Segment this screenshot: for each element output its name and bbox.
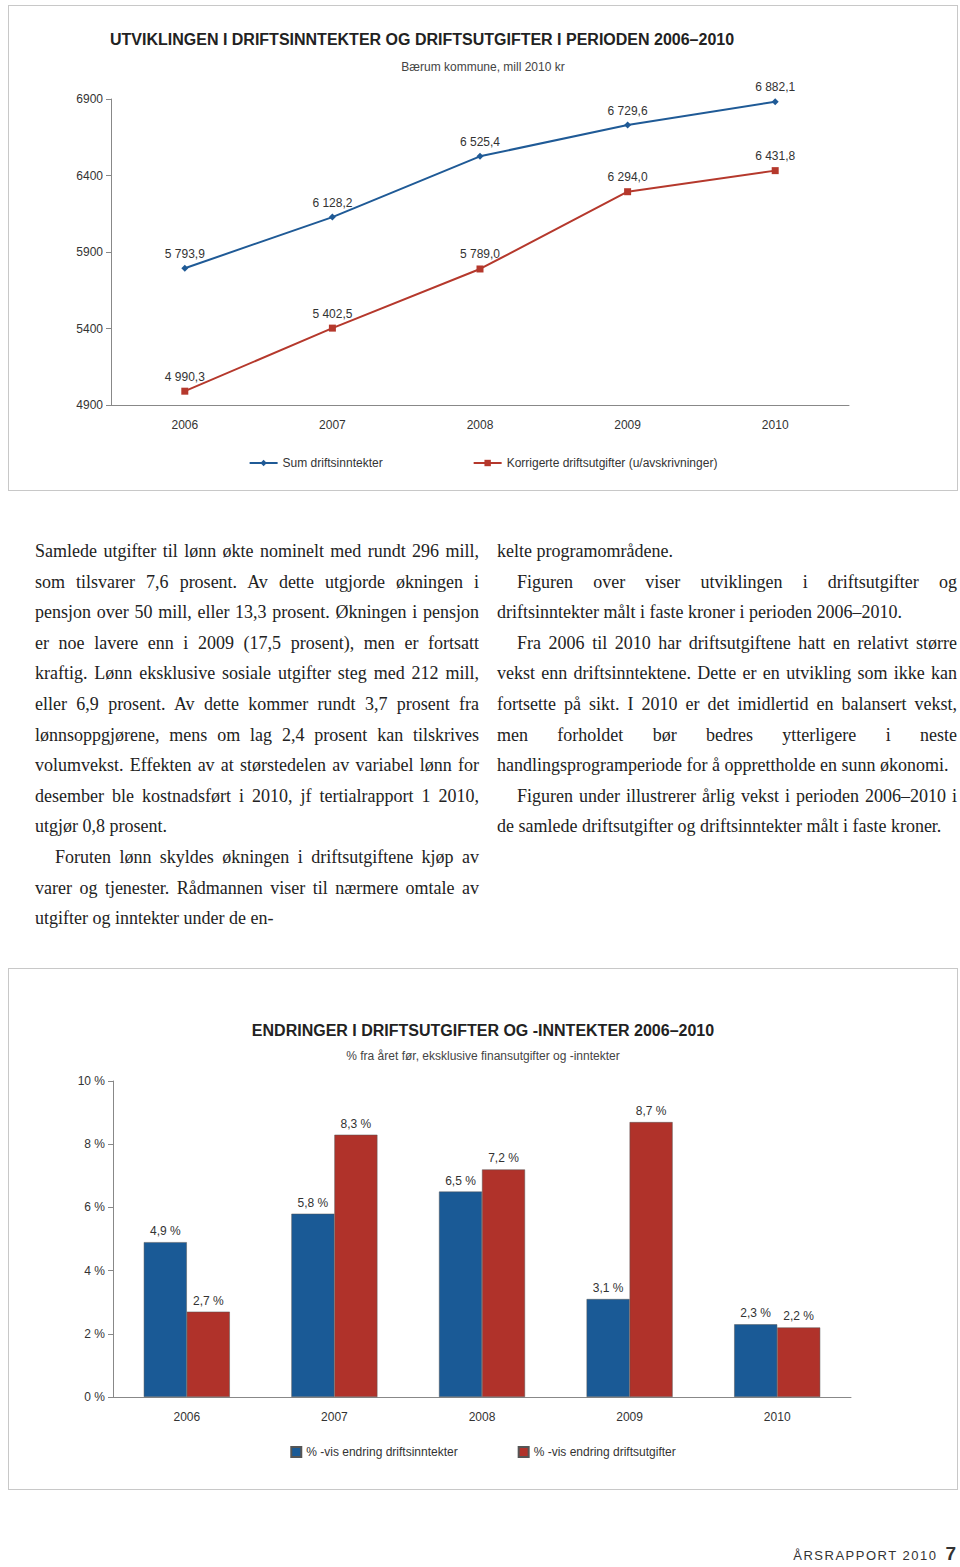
svg-text:6 729,6: 6 729,6	[608, 104, 648, 118]
html-text:kelte programområdene.: kelte programområdene.	[497, 541, 673, 561]
svg-text:2006: 2006	[171, 418, 198, 432]
svg-text:2,3 %: 2,3 %	[740, 1306, 771, 1320]
svg-text:8,7 %: 8,7 %	[636, 1104, 667, 1118]
svg-text:5 402,5: 5 402,5	[312, 307, 352, 321]
svg-text:% -vis endring driftsutgifter: % -vis endring driftsutgifter	[534, 1445, 676, 1459]
html-text:Samlede utgifter til lønn økte: Samlede utgifter til lønn økte nominelt …	[35, 541, 479, 837]
svg-text:Korrigerte driftsutgifter (u/a: Korrigerte driftsutgifter (u/avskrivning…	[507, 456, 718, 470]
html-text:Fra 2006 til 2010 har driftsut: Fra 2006 til 2010 har driftsutgiftene ha…	[497, 632, 957, 776]
svg-text:Sum driftsinntekter: Sum driftsinntekter	[283, 456, 383, 470]
svg-text:6 128,2: 6 128,2	[312, 196, 352, 210]
svg-text:7,2 %: 7,2 %	[488, 1151, 519, 1165]
svg-text:5900: 5900	[76, 245, 103, 259]
svg-text:10 %: 10 %	[78, 1074, 106, 1088]
svg-text:5 793,9: 5 793,9	[165, 247, 205, 261]
svg-text:2006: 2006	[173, 1410, 200, 1424]
svg-text:2009: 2009	[614, 418, 641, 432]
svg-text:2009: 2009	[616, 1410, 643, 1424]
svg-text:2007: 2007	[319, 418, 346, 432]
svg-text:4 %: 4 %	[84, 1264, 105, 1278]
svg-text:2007: 2007	[321, 1410, 348, 1424]
svg-text:2010: 2010	[762, 418, 789, 432]
svg-text:% -vis endring driftsinntekter: % -vis endring driftsinntekter	[306, 1445, 457, 1459]
svg-text:2008: 2008	[467, 418, 494, 432]
svg-text:6900: 6900	[76, 92, 103, 106]
svg-text:6 431,8: 6 431,8	[755, 149, 795, 163]
html-text:ÅRSRAPPORT 2010: ÅRSRAPPORT 2010	[793, 1548, 938, 1563]
svg-text:2 %: 2 %	[84, 1327, 105, 1341]
svg-text:2,7 %: 2,7 %	[193, 1294, 224, 1308]
svg-text:6,5 %: 6,5 %	[445, 1174, 476, 1188]
svg-text:6 525,4: 6 525,4	[460, 135, 500, 149]
svg-text:4,9 %: 4,9 %	[150, 1224, 181, 1238]
html-text:Foruten lønn skyldes økningen: Foruten lønn skyldes økningen i driftsut…	[35, 846, 479, 929]
svg-text:5 789,0: 5 789,0	[460, 247, 500, 261]
svg-text:0 %: 0 %	[84, 1390, 105, 1404]
svg-text:6400: 6400	[76, 169, 103, 183]
svg-text:2008: 2008	[469, 1410, 496, 1424]
svg-text:2010: 2010	[764, 1410, 791, 1424]
svg-text:3,1 %: 3,1 %	[593, 1281, 624, 1295]
svg-text:6 %: 6 %	[84, 1200, 105, 1214]
svg-text:UTVIKLINGEN I DRIFTSINNTEKTER: UTVIKLINGEN I DRIFTSINNTEKTER OG DRIFTSU…	[110, 31, 734, 48]
html-text:Figuren under illustrerer årli: Figuren under illustrerer årlig vekst i …	[497, 785, 957, 837]
svg-text:6 882,1: 6 882,1	[755, 80, 795, 94]
svg-text:6 294,0: 6 294,0	[608, 170, 648, 184]
svg-text:4 990,3: 4 990,3	[165, 370, 205, 384]
svg-text:% fra året før, eksklusive fin: % fra året før, eksklusive finansutgifte…	[346, 1049, 619, 1063]
svg-text:5,8 %: 5,8 %	[298, 1196, 329, 1210]
html-text:7: 7	[945, 1543, 956, 1564]
svg-text:8,3 %: 8,3 %	[341, 1117, 372, 1131]
svg-text:5400: 5400	[76, 322, 103, 336]
svg-text:Bærum kommune, mill 2010 kr: Bærum kommune, mill 2010 kr	[401, 60, 564, 74]
svg-text:8 %: 8 %	[84, 1137, 105, 1151]
svg-text:4900: 4900	[76, 398, 103, 412]
svg-text:2,2 %: 2,2 %	[783, 1309, 814, 1323]
html-text:Figuren over viser utviklingen: Figuren over viser utviklingen i driftsu…	[497, 571, 957, 623]
svg-text:ENDRINGER I DRIFTSUTGIFTER OG: ENDRINGER I DRIFTSUTGIFTER OG -INNTEKTER…	[252, 1022, 714, 1039]
